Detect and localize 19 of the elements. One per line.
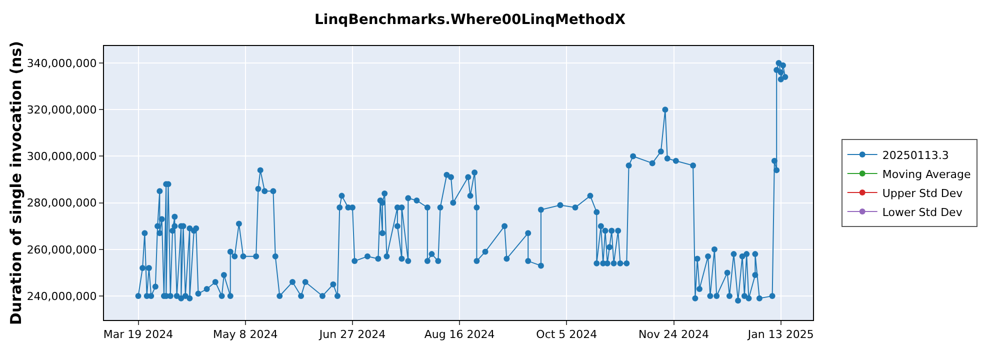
legend-label: Lower Std Dev [882, 206, 963, 219]
y-tick-label: 240,000,000 [26, 290, 97, 303]
x-tick-label: Jan 13 2025 [746, 328, 814, 342]
y-tick-label: 260,000,000 [26, 243, 97, 256]
y-tick-label: 320,000,000 [26, 103, 97, 116]
legend-label: Upper Std Dev [882, 186, 964, 200]
y-axis-title: Duration of single invocation (ns) [6, 41, 25, 325]
x-tick-label: May 8 2024 [213, 328, 278, 342]
y-tick-label: 340,000,000 [26, 56, 97, 70]
x-tick-label: Mar 19 2024 [103, 328, 174, 342]
y-tick-label: 300,000,000 [26, 150, 97, 164]
x-tick-label: Oct 5 2024 [536, 328, 598, 342]
x-tick-label: Nov 24 2024 [638, 328, 709, 342]
chart-title: LinqBenchmarks.Where00LinqMethodX [314, 12, 626, 28]
y-tick-label: 280,000,000 [26, 196, 97, 210]
x-tick-label: Jun 27 2024 [318, 328, 386, 342]
legend-label: 20250113.3 [882, 148, 949, 162]
legend-label: Moving Average [882, 168, 971, 181]
x-tick-label: Aug 16 2024 [424, 328, 495, 342]
